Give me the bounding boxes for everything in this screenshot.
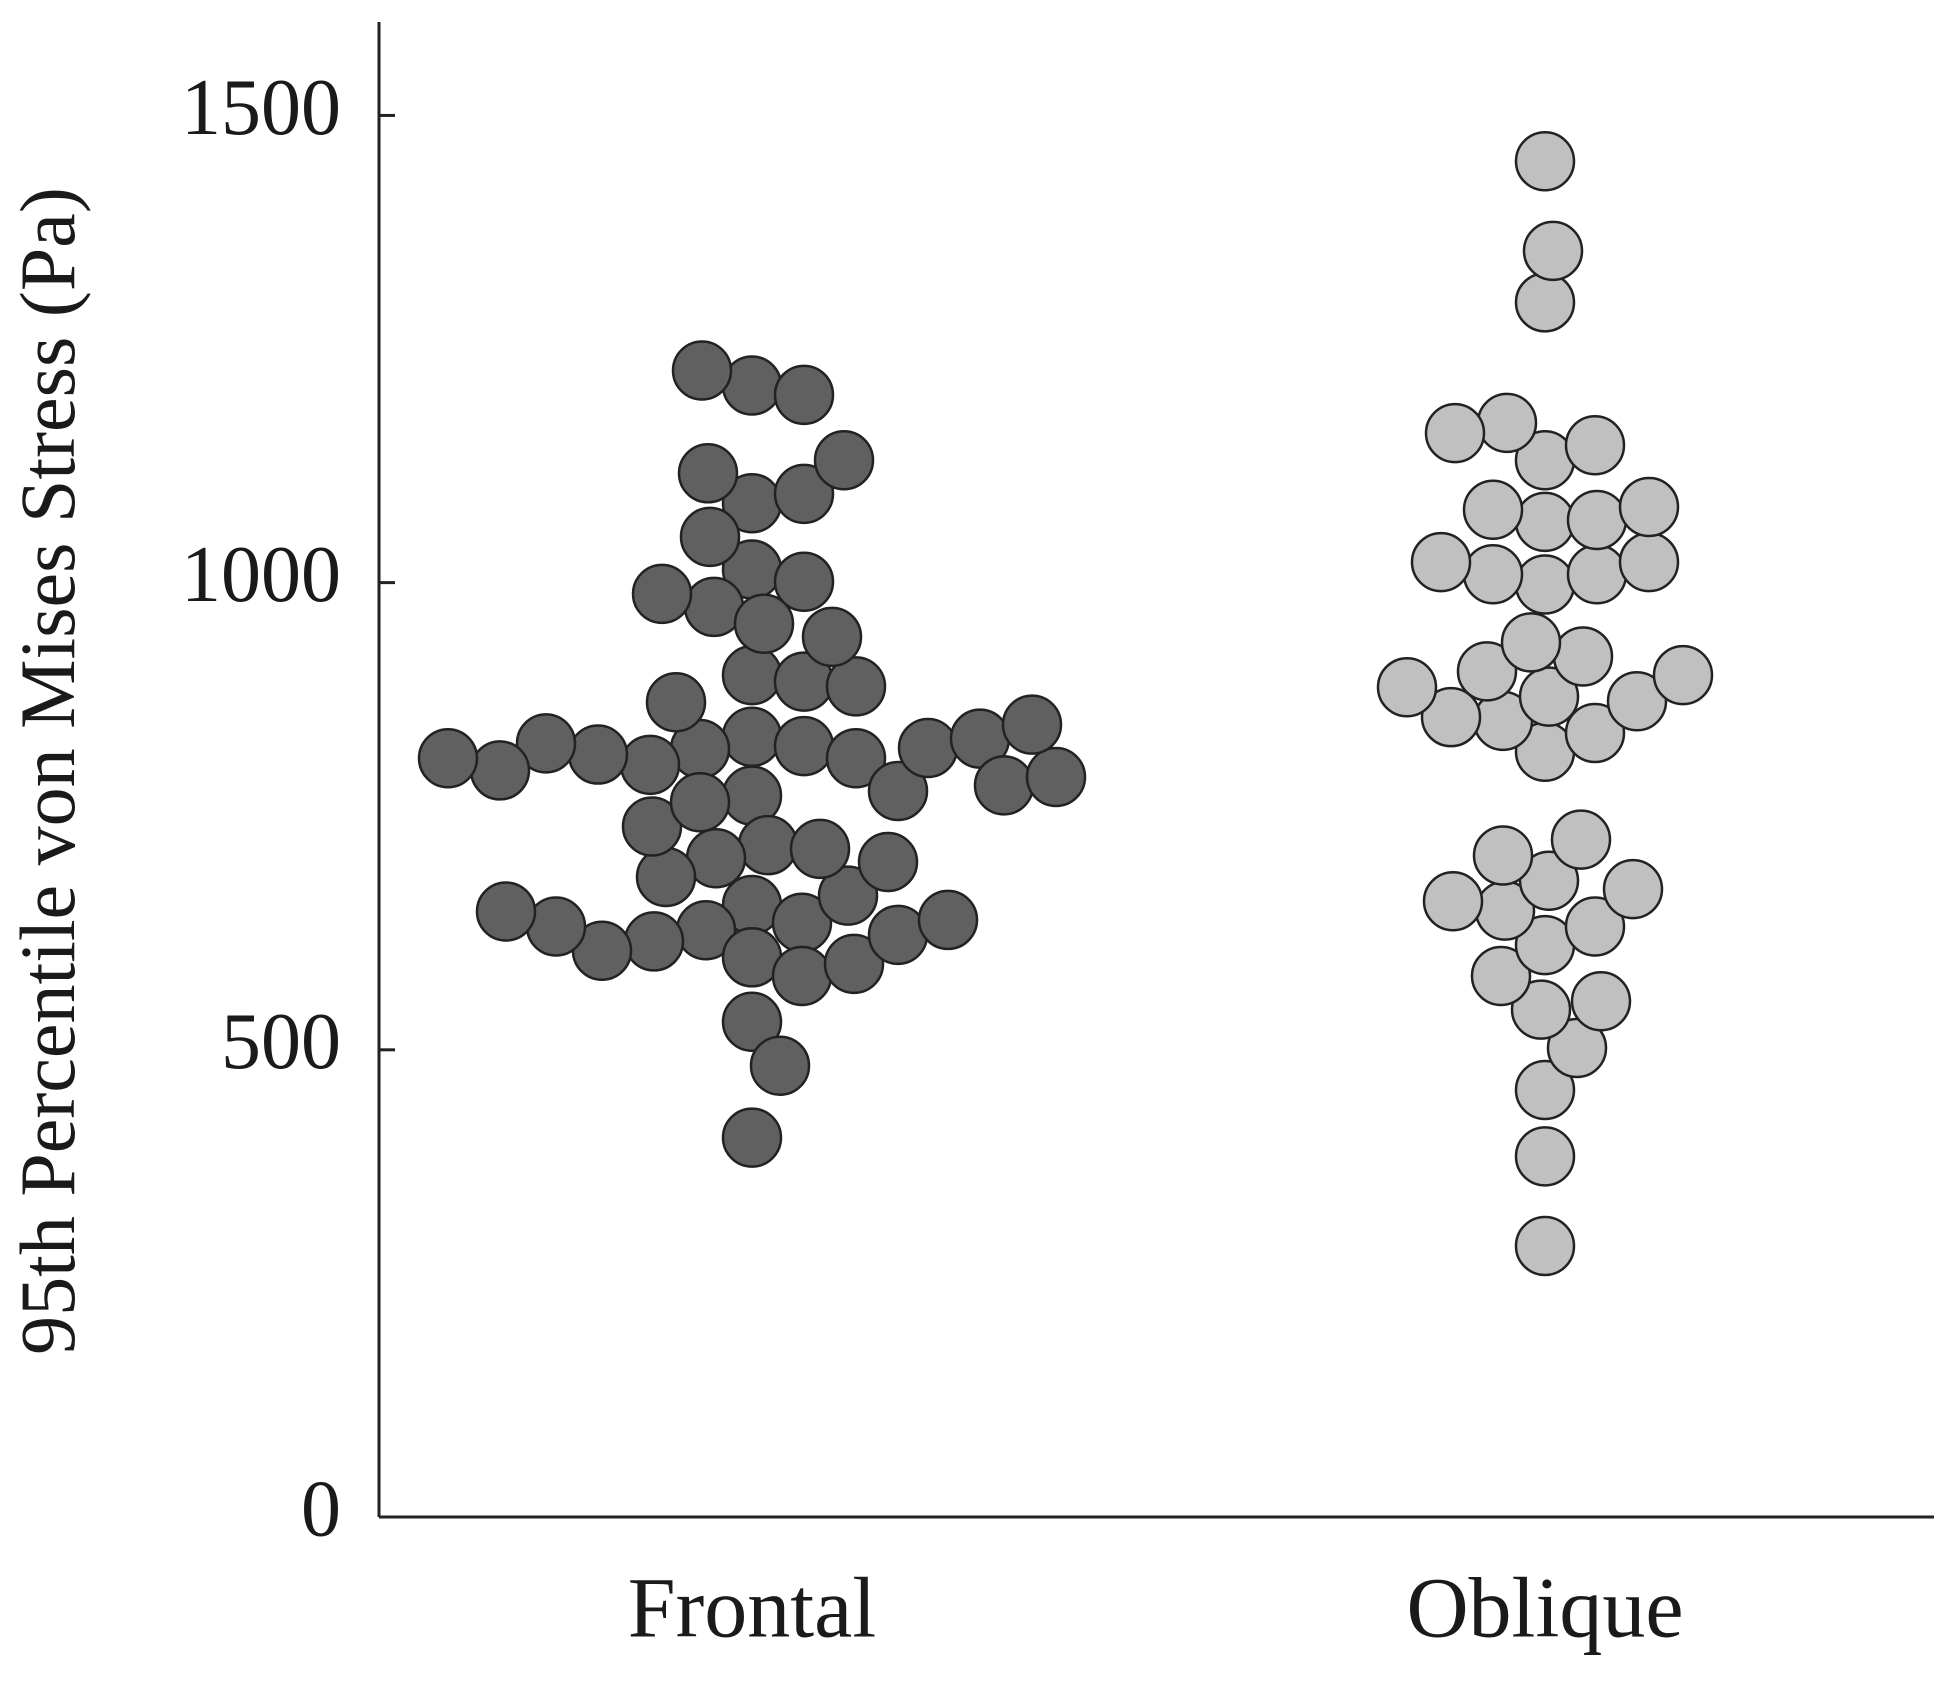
point: [897, 717, 959, 779]
y-tick-label: 0: [301, 1465, 341, 1553]
point: [1602, 858, 1664, 920]
point: [773, 364, 835, 426]
point: [737, 814, 799, 876]
point: [1376, 657, 1438, 718]
point: [773, 551, 835, 612]
point: [1522, 220, 1584, 282]
point: [721, 1107, 783, 1168]
point: [813, 429, 875, 491]
point: [1462, 543, 1524, 605]
point: [631, 563, 693, 625]
point: [1618, 476, 1680, 538]
point: [1570, 970, 1632, 1032]
point: [1566, 489, 1628, 551]
point: [773, 463, 835, 525]
point: [857, 831, 919, 893]
point: [1606, 671, 1668, 732]
point: [1001, 694, 1063, 755]
point: [817, 865, 879, 926]
point: [1550, 809, 1612, 870]
point: [917, 889, 979, 951]
y-tick-label: 1000: [181, 531, 341, 619]
point: [721, 644, 783, 706]
point: [1518, 666, 1580, 727]
point: [475, 881, 537, 942]
point: [417, 728, 479, 789]
x-tick-label: Frontal: [628, 1560, 876, 1656]
point: [635, 846, 697, 908]
point: [621, 796, 683, 857]
point: [1410, 531, 1472, 593]
point: [1552, 626, 1614, 687]
point: [1514, 554, 1576, 615]
x-tick-label: Oblique: [1406, 1560, 1683, 1656]
point: [645, 671, 707, 733]
point: [1514, 1059, 1576, 1121]
point: [1564, 896, 1626, 957]
point: [623, 911, 685, 972]
point: [1470, 945, 1532, 1007]
point: [515, 713, 577, 774]
point: [1564, 415, 1626, 476]
point: [677, 443, 739, 504]
point: [801, 606, 863, 668]
point: [1514, 1126, 1576, 1187]
y-axis-label: 95th Percentile von Mises Stress (Pa): [4, 187, 91, 1355]
point: [679, 506, 741, 568]
point: [469, 740, 531, 801]
point: [823, 933, 885, 995]
point: [1514, 1215, 1576, 1277]
y-tick-label: 1500: [181, 64, 341, 152]
point: [1652, 644, 1714, 706]
point: [789, 818, 851, 880]
point: [867, 760, 929, 822]
point: [1500, 612, 1562, 673]
point: [1510, 979, 1572, 1040]
point: [721, 706, 783, 768]
point: [1462, 479, 1524, 540]
point: [1025, 746, 1087, 808]
point: [1476, 392, 1538, 454]
point: [1422, 870, 1484, 932]
point: [773, 715, 835, 777]
point: [771, 945, 833, 1007]
point: [1424, 402, 1486, 464]
point: [1514, 130, 1576, 192]
point: [1420, 686, 1482, 748]
point: [1514, 491, 1576, 553]
y-tick-label: 500: [221, 998, 341, 1086]
point: [825, 656, 887, 717]
point: [619, 734, 681, 796]
point: [1566, 543, 1628, 605]
point: [1564, 702, 1626, 764]
point: [1514, 272, 1576, 333]
point: [1456, 641, 1518, 702]
point: [973, 755, 1035, 816]
point: [1518, 850, 1580, 911]
point: [733, 593, 795, 654]
point: [669, 771, 731, 833]
point: [1618, 531, 1680, 593]
point: [1472, 825, 1534, 886]
point: [567, 724, 629, 785]
point: [721, 991, 783, 1053]
point: [671, 340, 733, 401]
point: [825, 728, 887, 789]
point: [749, 1035, 811, 1096]
